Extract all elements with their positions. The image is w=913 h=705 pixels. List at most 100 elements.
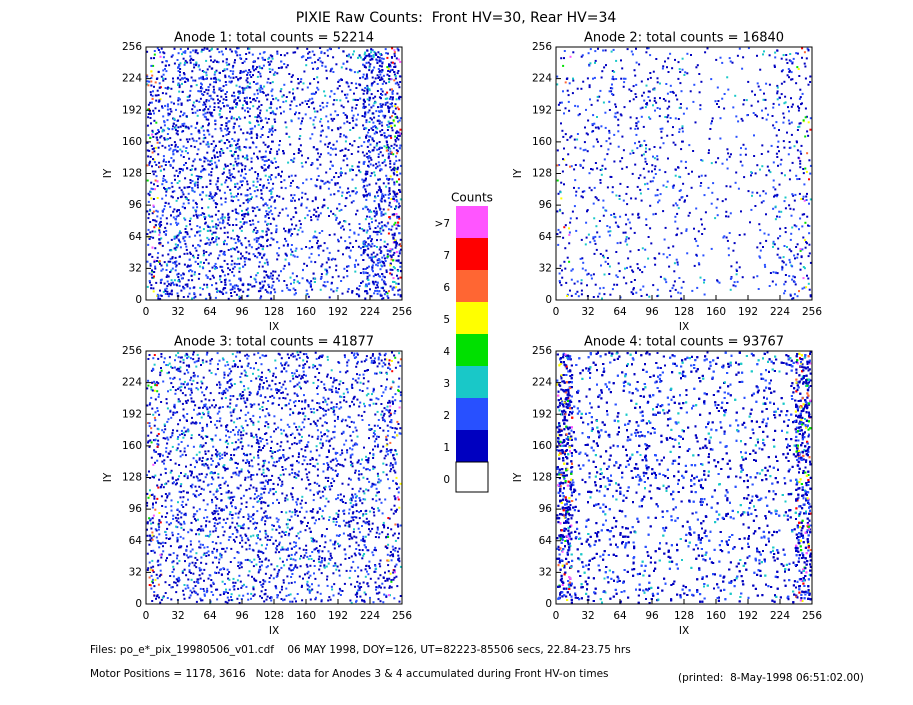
count-pixel	[258, 100, 261, 103]
count-pixel	[370, 245, 373, 248]
count-pixel	[207, 163, 210, 166]
count-pixel	[602, 214, 605, 217]
count-pixel	[252, 184, 255, 187]
count-pixel	[150, 187, 153, 190]
count-pixel	[767, 150, 770, 153]
count-pixel	[640, 295, 643, 297]
count-pixel	[146, 75, 149, 78]
count-pixel	[270, 128, 273, 131]
count-pixel	[317, 214, 320, 217]
count-pixel	[161, 92, 164, 95]
count-pixel	[669, 52, 672, 55]
count-pixel	[151, 212, 154, 215]
count-pixel	[196, 215, 198, 218]
count-pixel	[363, 64, 366, 67]
count-pixel	[786, 246, 788, 248]
count-pixel	[333, 117, 336, 120]
count-pixel	[229, 288, 232, 291]
count-pixel	[283, 54, 286, 57]
count-pixel	[372, 261, 375, 264]
count-pixel	[388, 78, 391, 81]
count-pixel	[784, 101, 787, 104]
count-pixel	[225, 133, 228, 136]
count-pixel	[290, 228, 293, 231]
count-pixel	[595, 197, 598, 200]
count-pixel	[379, 60, 382, 63]
count-pixel	[397, 120, 399, 123]
count-pixel	[585, 132, 588, 135]
count-pixel	[195, 99, 198, 102]
count-pixel	[309, 283, 312, 286]
count-pixel	[166, 293, 169, 295]
count-pixel	[363, 89, 366, 92]
count-pixel	[372, 97, 375, 100]
count-pixel	[379, 230, 382, 233]
count-pixel	[562, 158, 564, 161]
count-pixel	[783, 245, 786, 247]
count-pixel	[201, 70, 204, 72]
count-pixel	[394, 138, 397, 141]
count-pixel	[239, 117, 242, 120]
count-pixel	[686, 52, 689, 55]
count-pixel	[295, 275, 298, 278]
count-pixel	[273, 74, 276, 76]
count-pixel	[754, 113, 757, 116]
count-pixel	[349, 56, 352, 59]
count-pixel	[351, 144, 354, 147]
count-pixel	[562, 90, 564, 93]
count-pixel	[207, 238, 210, 241]
count-pixel	[581, 196, 584, 199]
count-pixel	[366, 208, 369, 211]
count-pixel	[346, 93, 349, 96]
count-pixel	[762, 200, 765, 203]
count-pixel	[174, 269, 177, 272]
count-pixel	[364, 87, 367, 89]
count-pixel	[313, 107, 316, 110]
count-pixel	[204, 217, 206, 220]
count-pixel	[625, 223, 628, 226]
count-pixel	[270, 60, 273, 63]
count-pixel	[245, 221, 248, 224]
count-pixel	[802, 195, 805, 198]
count-pixel	[353, 92, 355, 95]
count-pixel	[340, 236, 343, 239]
count-pixel	[365, 136, 368, 139]
count-pixel	[177, 279, 180, 282]
count-pixel	[388, 192, 391, 195]
count-pixel	[154, 267, 157, 270]
count-pixel	[608, 100, 611, 103]
count-pixel	[716, 280, 719, 283]
count-pixel	[182, 273, 185, 276]
count-pixel	[274, 207, 277, 210]
count-pixel	[190, 57, 193, 60]
count-pixel	[150, 57, 153, 60]
count-pixel	[372, 270, 374, 273]
count-pixel	[240, 225, 243, 228]
count-pixel	[675, 94, 677, 97]
count-pixel	[203, 252, 205, 255]
count-pixel	[381, 154, 384, 157]
count-pixel	[323, 204, 326, 207]
count-pixel	[613, 160, 616, 163]
count-pixel	[382, 114, 385, 117]
colorbar-label: 1	[443, 442, 450, 454]
count-pixel	[325, 69, 328, 72]
count-pixel	[652, 176, 655, 179]
count-pixel	[743, 99, 746, 102]
count-pixel	[789, 169, 792, 172]
count-pixel	[283, 280, 286, 282]
count-pixel	[199, 239, 202, 242]
count-pixel	[179, 211, 181, 214]
count-pixel	[615, 274, 618, 277]
count-pixel	[258, 281, 261, 284]
count-pixel	[162, 115, 165, 118]
count-pixel	[774, 51, 777, 54]
count-pixel	[652, 213, 655, 216]
count-pixel	[742, 103, 745, 106]
count-pixel	[165, 70, 168, 73]
count-pixel	[660, 130, 663, 133]
count-pixel	[239, 128, 242, 131]
count-pixel	[349, 88, 352, 91]
count-pixel	[259, 120, 262, 123]
count-pixel	[166, 222, 169, 225]
